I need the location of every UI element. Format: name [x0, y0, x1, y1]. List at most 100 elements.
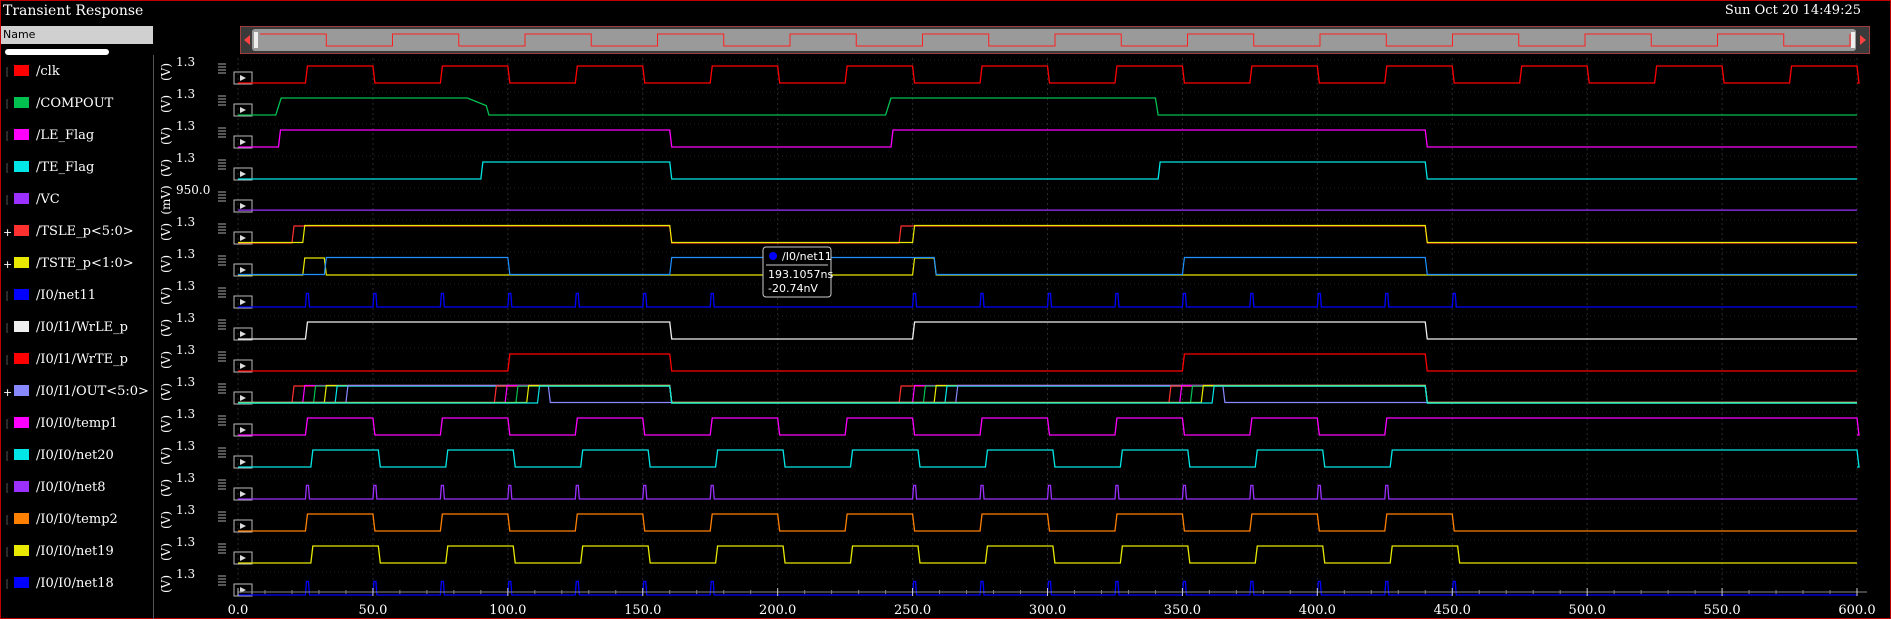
- row-ticks: [218, 319, 226, 330]
- row-marker[interactable]: [233, 231, 253, 245]
- row-marker[interactable]: [233, 423, 253, 437]
- signal-color-swatch: [14, 225, 29, 236]
- scrollbar-right-arrow[interactable]: [1860, 35, 1866, 45]
- expand-toggle-icon[interactable]: +: [3, 258, 12, 271]
- x-tick-label: 300.0: [1029, 603, 1066, 618]
- play-icon[interactable]: [240, 363, 246, 369]
- row-ticks: [218, 191, 226, 202]
- y-tick-label: 1.3: [176, 87, 195, 101]
- signal-name[interactable]: /I0/I0/net8: [36, 480, 106, 495]
- expand-toggle-icon[interactable]: +: [3, 226, 12, 239]
- series-line: [238, 449, 1860, 468]
- signal-color-swatch: [14, 449, 29, 460]
- x-tick-label: 450.0: [1434, 603, 1471, 618]
- series-line: [238, 417, 1860, 436]
- series-line: [238, 224, 1857, 244]
- y-unit-label: (V): [159, 479, 173, 497]
- signal-name[interactable]: /I0/I1/OUT<5:0>: [36, 384, 149, 399]
- signal-name[interactable]: /I0/net11: [36, 288, 96, 303]
- scrollbar-left-handle[interactable]: [254, 32, 258, 48]
- play-icon[interactable]: [240, 459, 246, 465]
- series-line: [238, 513, 1857, 532]
- series-line: [238, 161, 1857, 180]
- play-icon[interactable]: [240, 555, 246, 561]
- signal-name[interactable]: /COMPOUT: [36, 96, 114, 111]
- series-line: [238, 580, 1857, 596]
- play-icon[interactable]: [240, 395, 246, 401]
- row-ticks: [218, 447, 226, 458]
- signal-color-swatch: [14, 129, 29, 140]
- signal-name[interactable]: /TSTE_p<1:0>: [36, 256, 134, 271]
- row-ticks: [218, 223, 226, 234]
- signal-name[interactable]: /LE_Flag: [36, 128, 94, 143]
- row-marker[interactable]: [233, 551, 253, 565]
- play-icon[interactable]: [240, 107, 246, 113]
- row-marker[interactable]: [233, 199, 253, 213]
- y-unit-label: (mV): [159, 185, 173, 214]
- signal-name[interactable]: /I0/I0/net19: [36, 544, 114, 559]
- signal-name[interactable]: /TE_Flag: [36, 160, 94, 175]
- signal-name[interactable]: /VC: [36, 192, 60, 207]
- sidebar-divider: [153, 55, 154, 619]
- row-marker[interactable]: [233, 359, 253, 373]
- series-line: [238, 129, 1857, 148]
- tooltip-color-dot: [769, 252, 777, 260]
- signal-name[interactable]: /I0/I0/net18: [36, 576, 114, 591]
- row-marker[interactable]: [233, 327, 253, 341]
- signal-color-swatch: [14, 193, 29, 204]
- time-scrollbar[interactable]: [240, 26, 1870, 54]
- signal-color-swatch: [14, 513, 29, 524]
- play-icon[interactable]: [240, 299, 246, 305]
- play-icon[interactable]: [240, 171, 246, 177]
- x-tick-label: 0.0: [228, 603, 249, 618]
- play-icon[interactable]: [240, 331, 246, 337]
- play-icon[interactable]: [240, 235, 246, 241]
- row-marker[interactable]: [233, 135, 253, 149]
- row-marker[interactable]: [233, 263, 253, 277]
- series-line: [238, 484, 1857, 500]
- x-tick-label: 400.0: [1299, 603, 1336, 618]
- y-tick-label: 1.3: [176, 567, 195, 581]
- row-marker[interactable]: [233, 519, 253, 533]
- row-marker[interactable]: [233, 583, 253, 597]
- row-marker[interactable]: [233, 391, 253, 405]
- row-marker[interactable]: [233, 167, 253, 181]
- name-column-header[interactable]: Name: [1, 26, 153, 44]
- y-unit-label: (V): [159, 159, 173, 177]
- play-icon[interactable]: [240, 491, 246, 497]
- signal-name[interactable]: /I0/I1/WrLE_p: [36, 320, 128, 335]
- play-icon[interactable]: [240, 267, 246, 273]
- expand-toggle-icon[interactable]: +: [3, 386, 12, 399]
- play-icon[interactable]: [240, 203, 246, 209]
- play-icon[interactable]: [240, 523, 246, 529]
- row-marker[interactable]: [233, 455, 253, 469]
- play-icon[interactable]: [240, 139, 246, 145]
- signal-name[interactable]: /I0/I1/WrTE_p: [36, 352, 128, 367]
- grid-layer: [237, 58, 1858, 592]
- play-icon[interactable]: [240, 75, 246, 81]
- signal-name[interactable]: /I0/I0/net20: [36, 448, 114, 463]
- y-unit-label: (V): [159, 543, 173, 561]
- play-icon[interactable]: [240, 427, 246, 433]
- x-tick-label: 100.0: [489, 603, 526, 618]
- row-ticks: [218, 351, 226, 362]
- y-unit-label: (V): [159, 127, 173, 145]
- scrollbar-right-handle[interactable]: [1851, 32, 1855, 48]
- name-column-scrollbar[interactable]: [5, 49, 109, 55]
- row-marker[interactable]: [233, 71, 253, 85]
- row-marker[interactable]: [233, 295, 253, 309]
- signal-name[interactable]: /clk: [36, 64, 60, 79]
- scrollbar-left-arrow[interactable]: [244, 35, 250, 45]
- y-unit-label: (V): [159, 383, 173, 401]
- signal-name[interactable]: /I0/I0/temp2: [36, 512, 118, 527]
- signal-name[interactable]: /I0/I0/temp1: [36, 416, 118, 431]
- series-line: [238, 321, 1857, 340]
- y-unit-label: (V): [159, 319, 173, 337]
- x-tick-label: 150.0: [624, 603, 661, 618]
- row-marker[interactable]: [233, 487, 253, 501]
- signal-name[interactable]: /TSLE_p<5:0>: [36, 224, 134, 239]
- y-unit-label: (V): [159, 575, 173, 593]
- row-marker[interactable]: [233, 103, 253, 117]
- signal-color-swatch: [14, 417, 29, 428]
